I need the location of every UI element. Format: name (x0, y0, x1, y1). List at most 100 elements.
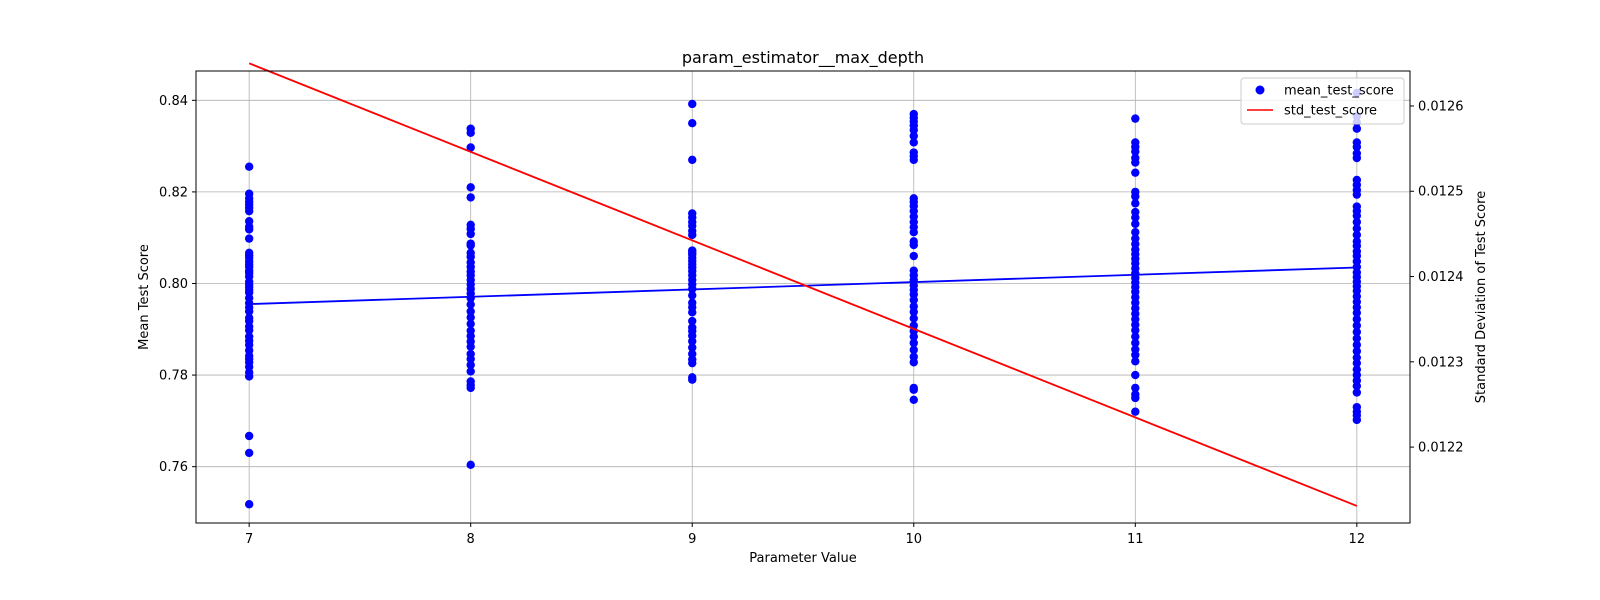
scatter-point (909, 307, 918, 317)
x-tick-label: 11 (1127, 532, 1144, 547)
scatter-point (909, 295, 918, 305)
scatter-point (1131, 338, 1140, 348)
y-tick-label: 0.76 (159, 460, 188, 475)
scatter-point (1352, 217, 1362, 227)
x-tick-label: 8 (467, 532, 475, 547)
y-tick-label: 0.82 (159, 185, 188, 200)
scatter-point (1352, 230, 1362, 240)
scatter-point (1352, 340, 1362, 350)
y2-tick-label: 0.0123 (1418, 355, 1464, 370)
y-axis-left: 0.76 0.78 0.80 0.82 0.84 (159, 94, 196, 475)
scatter-point (1352, 327, 1362, 337)
scatter-point (244, 326, 254, 335)
y-tick-label: 0.78 (159, 369, 188, 384)
scatter-point (688, 230, 697, 240)
legend-marker-mean-test-score (1255, 85, 1265, 95)
scatter-point (466, 183, 475, 192)
x-tick-label: 9 (688, 532, 696, 547)
scatter-point (1131, 147, 1140, 156)
scatter-point (466, 229, 475, 239)
scatter-point (1131, 158, 1140, 167)
scatter-point (688, 358, 697, 368)
scatter-point (1352, 124, 1362, 133)
scatter-point (1352, 153, 1362, 163)
scatter-point (466, 193, 475, 202)
y2-tick-label: 0.0125 (1418, 185, 1464, 200)
scatter-point (466, 143, 475, 152)
scatter-point (1352, 388, 1362, 397)
plot-frame (195, 70, 1411, 524)
x-axis-label: Parameter Value (749, 551, 856, 566)
scatter-point (466, 241, 475, 250)
scatter-point (466, 128, 475, 138)
scatter-point (1131, 227, 1140, 237)
y2-tick-label: 0.0126 (1418, 99, 1464, 114)
scatter-point (1352, 347, 1362, 356)
x-tick-label: 7 (245, 532, 253, 547)
scatter-point (466, 360, 475, 370)
scatter-point (909, 358, 918, 367)
scatter-point (1131, 383, 1140, 393)
y2-tick-label: 0.0122 (1418, 441, 1464, 456)
scatter-point (909, 131, 918, 141)
scatter-point (1352, 381, 1362, 391)
trend-line (249, 266, 1357, 305)
scatter-point (1352, 415, 1362, 425)
scatter-point (688, 308, 697, 317)
x-axis: 7 8 9 10 11 12 (245, 523, 1365, 547)
legend-label-std-test-score: std_test_score (1284, 104, 1377, 119)
y2-tick-label: 0.0124 (1418, 270, 1464, 285)
scatter-point (1131, 357, 1140, 366)
legend: mean_test_score std_test_score (1240, 77, 1405, 125)
scatter-point (688, 155, 697, 165)
scatter-point (244, 372, 254, 381)
scatter-point (688, 119, 697, 128)
scatter-point (244, 162, 254, 171)
scatter-point (1352, 224, 1362, 233)
scatter-point (1352, 315, 1362, 324)
scatter-point (1131, 168, 1140, 177)
scatter-point (466, 342, 475, 351)
chart-title: param_estimator__max_depth (682, 48, 924, 68)
scatter-point (1131, 350, 1140, 360)
scatter-point (466, 319, 475, 328)
scatter-point (688, 99, 697, 109)
std-test-score-line (248, 62, 1358, 507)
scatter-point (1131, 199, 1140, 208)
y-tick-label: 0.80 (159, 277, 188, 292)
scatter-point (1131, 407, 1140, 416)
scatter-point (466, 313, 475, 322)
scatter-point (1131, 219, 1140, 229)
scatter-point (244, 206, 254, 216)
scatter-point (909, 138, 918, 147)
x-tick-label: 12 (1349, 532, 1366, 547)
scatter-point (466, 354, 475, 364)
scatter-point (1352, 321, 1362, 330)
scatter-point (909, 395, 918, 405)
scatter-point (244, 500, 254, 509)
scatter-point (909, 314, 918, 323)
scatter-point (688, 291, 697, 300)
scatter-point (909, 240, 918, 250)
scatter-point (1131, 393, 1140, 403)
scatter-point (466, 383, 475, 393)
scatter-point (688, 375, 697, 384)
scatter-point (466, 300, 475, 309)
scatter-point (1352, 142, 1362, 152)
scatter-point (688, 316, 697, 326)
scatter-point (909, 345, 918, 355)
scatter-point (466, 367, 475, 376)
grid (196, 71, 1410, 523)
scatter-point (1131, 332, 1140, 341)
scatter-point (1131, 192, 1140, 201)
scatter-point (1131, 114, 1140, 123)
scatter-point (466, 460, 475, 470)
scatter-point (909, 332, 918, 341)
legend-box (1240, 77, 1405, 125)
y-tick-label: 0.84 (159, 94, 188, 109)
scatter-point (909, 385, 918, 394)
scatter-point (1131, 326, 1140, 335)
scatter-point (244, 234, 254, 243)
scatter-point (909, 125, 918, 135)
